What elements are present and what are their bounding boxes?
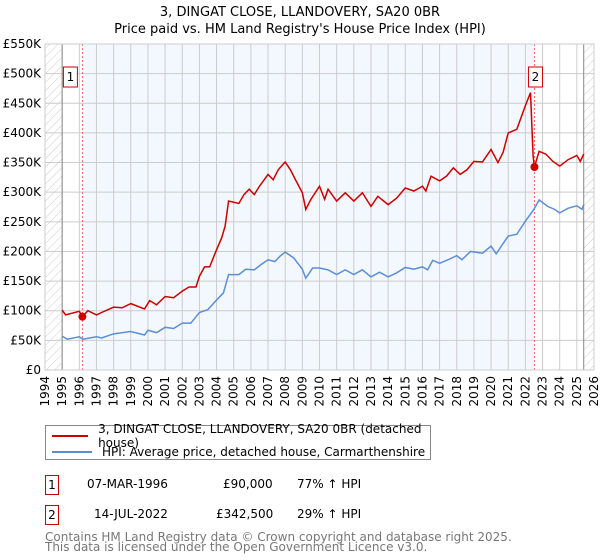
x-tick-label: 2009 <box>295 376 309 407</box>
y-tick-label: £500K <box>3 67 43 81</box>
x-tick-label: 1994 <box>38 376 52 407</box>
x-tick-label: 2025 <box>570 376 584 407</box>
x-tick-label: 1996 <box>72 376 86 407</box>
x-tick-label: 2017 <box>433 376 447 407</box>
x-tick-label: 2010 <box>313 376 327 407</box>
sale-point <box>78 312 87 321</box>
x-tick-label: 2012 <box>347 376 361 407</box>
legend-label: HPI: Average price, detached house, Carm… <box>102 445 426 459</box>
legend-item-property: 3, DINGAT CLOSE, LLANDOVERY, SA20 0BR (d… <box>46 422 430 450</box>
x-tick-label: 2016 <box>415 376 429 407</box>
x-tick-label: 2022 <box>518 376 532 407</box>
x-tick-label: 2008 <box>278 376 292 407</box>
y-tick-label: £400K <box>3 126 43 140</box>
no-data-hatch-right <box>583 44 594 370</box>
legend-swatch-red <box>52 435 89 437</box>
sale-date: 07-MAR-1996 <box>87 477 168 491</box>
sale-marker-label: 2 <box>45 505 59 525</box>
y-tick-label: £150K <box>3 274 43 288</box>
footer-licence: This data is licensed under the Open Gov… <box>45 540 428 554</box>
legend-item-hpi: HPI: Average price, detached house, Carm… <box>46 444 425 460</box>
chart-subtitle: Price paid vs. HM Land Registry's House … <box>114 22 486 37</box>
x-tick-label: 1997 <box>89 376 103 407</box>
sale-price: £342,500 <box>216 507 274 521</box>
sale-hpi-change: 77% ↑ HPI <box>297 477 362 491</box>
x-tick-label: 2020 <box>484 376 498 407</box>
x-tick-label: 2001 <box>158 376 172 407</box>
y-tick-label: £100K <box>3 304 43 318</box>
legend: 3, DINGAT CLOSE, LLANDOVERY, SA20 0BR (d… <box>45 422 431 460</box>
x-tick-label: 1999 <box>124 376 138 407</box>
x-tick-label: 2002 <box>175 376 189 407</box>
x-tick-label: 2003 <box>192 376 206 407</box>
y-tick-label: £450K <box>3 96 43 110</box>
y-tick-label: £50K <box>10 333 42 347</box>
x-tick-label: 2006 <box>244 376 258 407</box>
x-tick-label: 1998 <box>107 376 121 407</box>
x-tick-label: 2014 <box>381 376 395 407</box>
footer-copyright: Contains HM Land Registry data © Crown c… <box>45 530 512 544</box>
series-line <box>61 92 585 318</box>
x-tick-label: 2013 <box>364 376 378 407</box>
price-chart: 3, DINGAT CLOSE, LLANDOVERY, SA20 0BR Pr… <box>3 5 600 407</box>
x-tick-label: 2024 <box>553 376 567 407</box>
x-tick-label: 2018 <box>450 376 464 407</box>
y-tick-label: £350K <box>3 156 43 170</box>
x-tick-label: 2019 <box>467 376 481 407</box>
y-tick-label: £250K <box>3 215 43 229</box>
y-tick-label: £300K <box>3 185 43 199</box>
plot-border <box>44 43 595 371</box>
legend-label: 3, DINGAT CLOSE, LLANDOVERY, SA20 0BR (d… <box>98 422 422 450</box>
sale-marker-box <box>62 66 78 88</box>
x-tick-label: 2021 <box>501 376 515 407</box>
sale-row: 1 07-MAR-1996 £90,000 77% ↑ HPI <box>45 475 465 495</box>
chart-title: 3, DINGAT CLOSE, LLANDOVERY, SA20 0BR <box>160 5 440 20</box>
x-tick-label: 2005 <box>227 376 241 407</box>
y-tick-label: £550K <box>3 37 43 51</box>
sale-hpi-change: 29% ↑ HPI <box>297 507 362 521</box>
sale-point <box>530 162 539 171</box>
x-tick-label: 1995 <box>55 376 69 407</box>
sale-date: 14-JUL-2022 <box>94 507 168 521</box>
sale-price: £90,000 <box>223 477 273 491</box>
x-tick-label: 2007 <box>261 376 275 407</box>
sale-row: 2 14-JUL-2022 £342,500 29% ↑ HPI <box>45 505 465 525</box>
ownership-shading <box>82 44 535 370</box>
sale-marker-label: 1 <box>67 70 75 84</box>
x-tick-label: 2026 <box>587 376 600 407</box>
x-tick-label: 2000 <box>141 376 155 407</box>
legend-swatch-blue <box>52 451 92 453</box>
sale-marker-label: 1 <box>45 475 59 495</box>
y-tick-label: £0 <box>26 363 41 377</box>
no-data-hatch-left <box>45 44 63 370</box>
x-tick-label: 2023 <box>536 376 550 407</box>
sale-marker-label: 2 <box>532 70 540 84</box>
x-tick-label: 2015 <box>398 376 412 407</box>
sale-marker-box <box>527 66 543 88</box>
x-tick-label: 2004 <box>210 376 224 407</box>
x-tick-label: 2011 <box>330 376 344 407</box>
y-tick-label: £200K <box>3 244 43 258</box>
series-line <box>61 198 585 340</box>
